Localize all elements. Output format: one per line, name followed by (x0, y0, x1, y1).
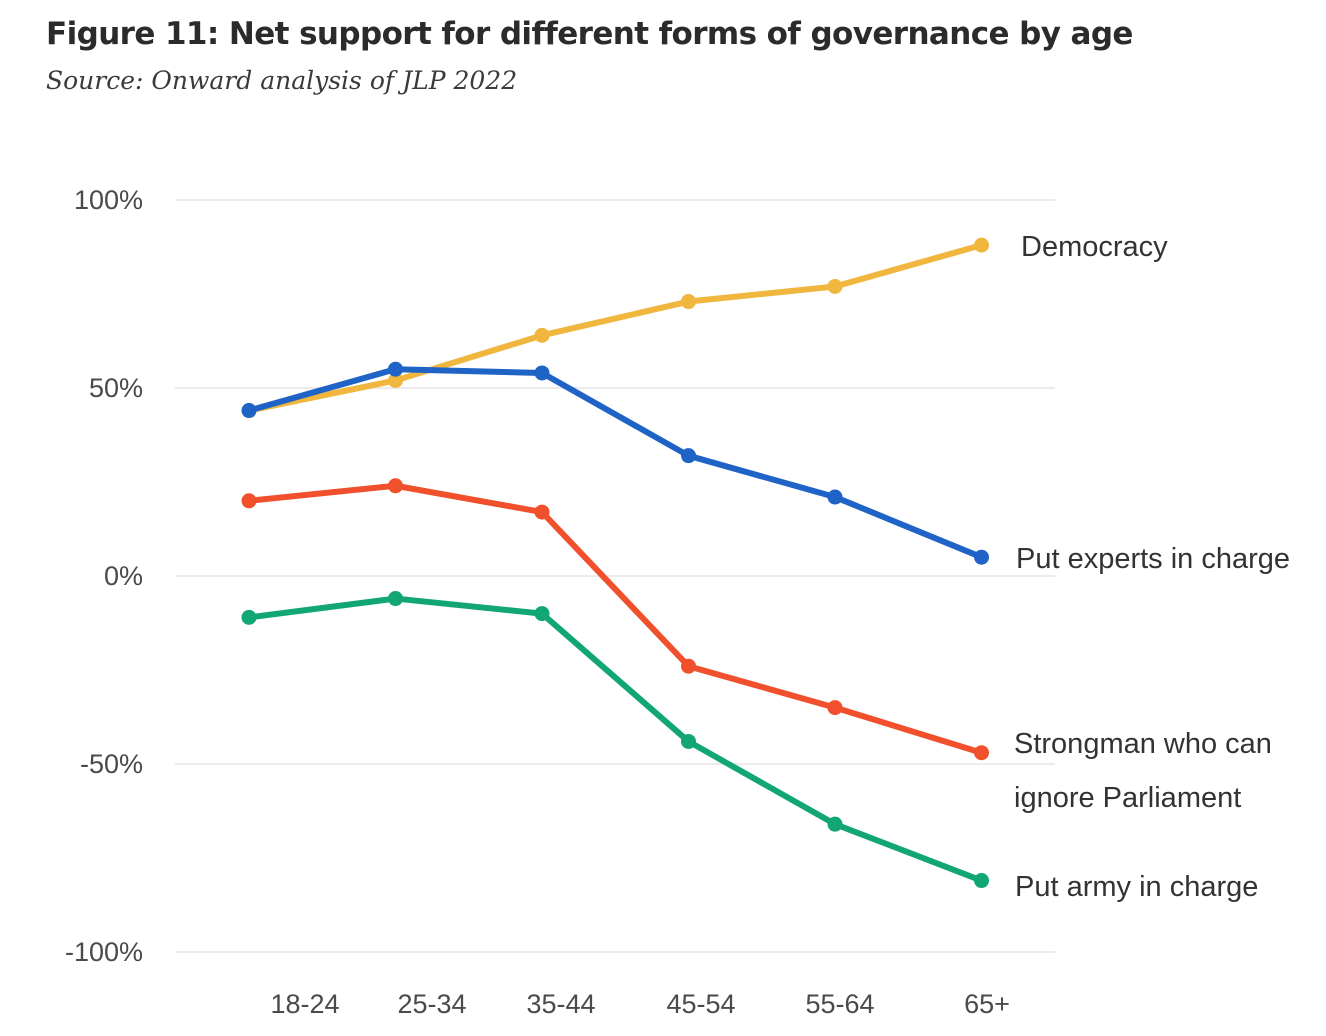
series-put-experts-in-charge (241, 361, 989, 565)
series-lines (241, 237, 989, 889)
gridlines (175, 199, 1055, 953)
x-tick-label: 18-24 (270, 989, 339, 1019)
data-point (388, 478, 403, 494)
data-point (241, 493, 257, 509)
series-put-army-in-charge (241, 591, 989, 889)
y-axis-ticks: 100% 50% 0% -50% -100% (65, 185, 143, 967)
chart-title: Figure 11: Net support for different for… (46, 16, 1133, 52)
series-label: Strongman who can (1014, 728, 1272, 760)
data-point (974, 873, 989, 889)
data-point (681, 733, 696, 749)
series-label: ignore Parliament (1014, 782, 1241, 814)
x-tick-label: 35-44 (526, 989, 595, 1019)
data-point (974, 549, 989, 565)
series-line (246, 242, 985, 414)
series-democracy (241, 237, 989, 419)
series-label: Put army in charge (1015, 871, 1258, 903)
data-point (388, 591, 403, 607)
series-strongman-who-can-ignore-parliament (241, 478, 989, 761)
series-label: Put experts in charge (1016, 543, 1290, 575)
data-point (974, 237, 989, 253)
data-point (388, 361, 403, 377)
data-point (827, 489, 843, 505)
data-point (534, 504, 550, 520)
data-point (388, 372, 403, 388)
data-point (534, 606, 550, 622)
data-point (827, 816, 843, 832)
data-point (681, 294, 696, 310)
data-point (681, 448, 696, 464)
data-point (534, 327, 550, 343)
x-tick-label: 45-54 (666, 989, 735, 1019)
series-labels: Democracy Put experts in charge Strongman … (1014, 231, 1290, 903)
data-point (974, 745, 989, 761)
data-point (827, 700, 843, 716)
series-label: Democracy (1021, 231, 1168, 263)
x-tick-label: 25-34 (397, 989, 466, 1019)
data-point (241, 609, 257, 625)
y-tick-label: 0% (104, 561, 143, 591)
data-point (827, 278, 843, 294)
x-tick-label: 65+ (964, 989, 1010, 1019)
data-point (241, 403, 257, 419)
data-point (681, 658, 696, 674)
data-point (534, 365, 550, 381)
series-line (246, 366, 985, 561)
x-tick-label: 55-64 (805, 989, 874, 1019)
y-tick-label: -50% (80, 749, 143, 779)
y-tick-label: 100% (74, 185, 143, 215)
y-tick-label: 50% (89, 373, 143, 403)
x-axis-ticks: 18-24 25-34 35-44 45-54 55-64 65+ (270, 989, 1009, 1019)
chart-subtitle: Source: Onward analysis of JLP 2022 (46, 66, 518, 95)
y-tick-label: -100% (65, 937, 143, 967)
series-line (246, 595, 985, 884)
series-line (246, 482, 985, 756)
